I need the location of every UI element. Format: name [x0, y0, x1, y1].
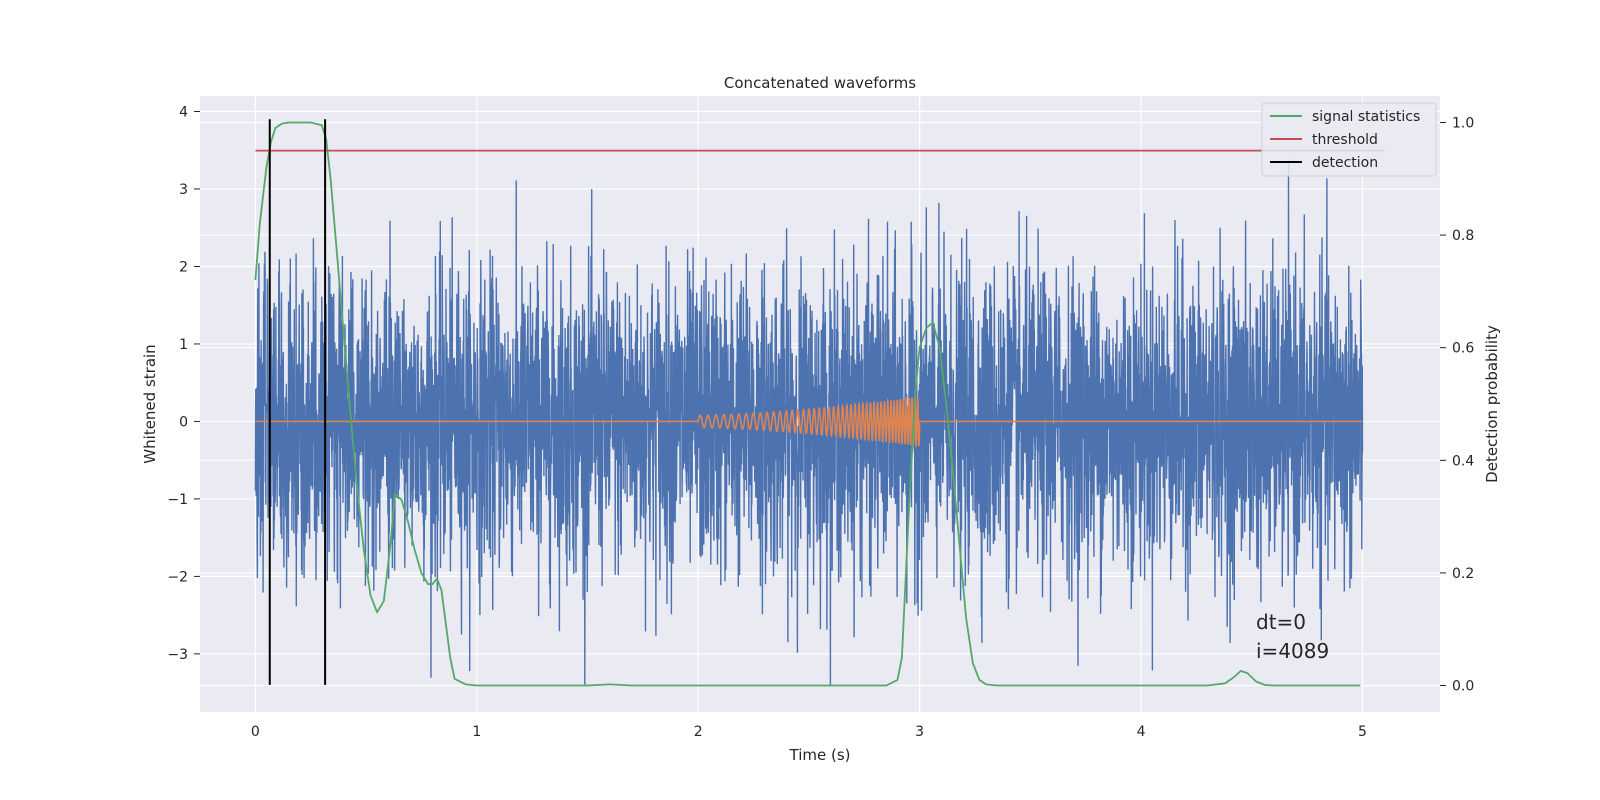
strain-noise-line	[254, 159, 1364, 685]
signal-statistics-line	[254, 121, 1361, 687]
y2-tick-label: 0.6	[1452, 341, 1474, 357]
y-tick-label: 3	[179, 182, 188, 198]
x-tick-label: 5	[1358, 724, 1367, 740]
y2-tick-label: 0.2	[1452, 566, 1474, 582]
legend: signal statistics threshold detection	[1261, 102, 1437, 177]
y2-tick-label: 0.0	[1452, 679, 1474, 695]
x-tick-label: 3	[915, 724, 924, 740]
x-tick-label: 2	[694, 724, 703, 740]
chart-title: Concatenated waveforms	[724, 74, 916, 92]
y2-tick-label: 1.0	[1452, 115, 1474, 131]
axes-layer: 0 1 2 3 4 5 −3 −2 −1 0 1 2 3 4 0.0 0.2 0.4 0.6 0.8 1.0	[167, 104, 1474, 740]
annotation-dt: dt=0	[1256, 610, 1306, 634]
y-tick-label: −3	[167, 647, 188, 663]
y-axis-label: Whitened strain	[141, 344, 159, 463]
legend-label: detection	[1312, 155, 1378, 171]
y2-tick-label: 0.8	[1452, 228, 1474, 244]
legend-box	[1261, 102, 1437, 177]
legend-label: signal statistics	[1312, 109, 1420, 125]
legend-label: threshold	[1312, 132, 1378, 148]
series-layer	[254, 119, 1385, 687]
chirp-signal-line	[255, 396, 1363, 449]
y-tick-label: −1	[167, 492, 188, 508]
y2-tick-label: 0.4	[1452, 453, 1474, 469]
x-tick-label: 4	[1137, 724, 1146, 740]
annotation-i: i=4089	[1256, 639, 1329, 663]
y-tick-label: 4	[179, 104, 188, 120]
x-axis-label: Time (s)	[789, 746, 851, 764]
y-tick-label: 1	[179, 337, 188, 353]
y2-axis-label: Detection probability	[1483, 325, 1501, 483]
series-clip-group	[254, 119, 1385, 687]
y-tick-label: 2	[179, 259, 188, 275]
x-tick-label: 0	[251, 724, 260, 740]
y-tick-label: 0	[179, 414, 188, 430]
y-tick-label: −2	[167, 569, 188, 585]
annotations: dt=0 i=4089	[1256, 610, 1329, 663]
x-tick-label: 1	[472, 724, 481, 740]
